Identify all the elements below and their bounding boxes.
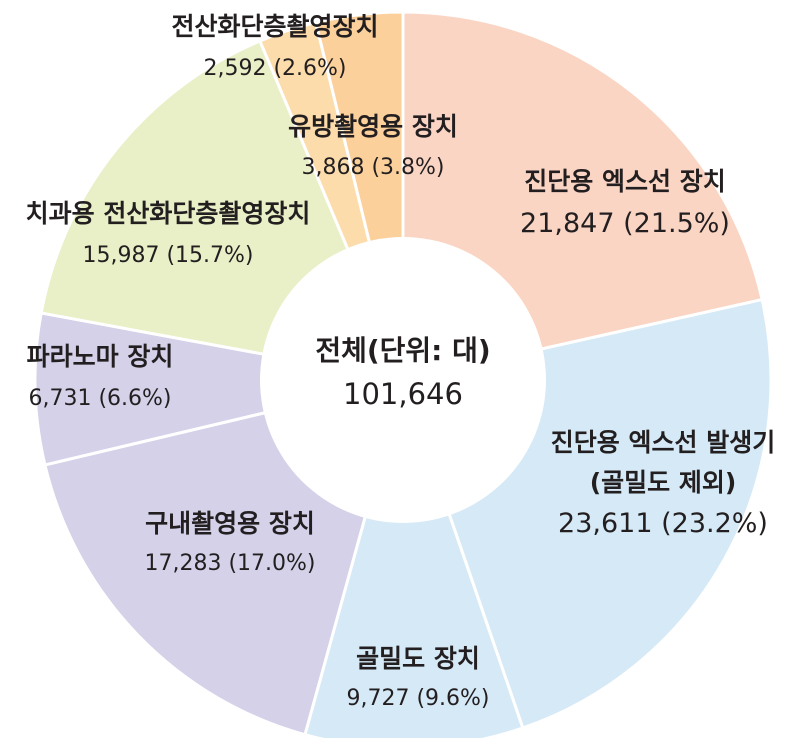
slice-panorama (33, 311, 404, 467)
slice-value-dental-ct: 15,987 (15.7%) (82, 243, 253, 268)
slice-bone-density (303, 374, 525, 738)
slice-label-xray-generator-note: (골밀도 제외) (590, 468, 737, 497)
slice-value-panorama: 6,731 (6.6%) (28, 386, 171, 411)
slice-value-bone-density: 9,727 (9.6%) (346, 686, 489, 711)
slice-value-ct: 2,592 (2.6%) (203, 56, 346, 81)
slice-value-xray-device: 21,847 (21.5%) (520, 208, 730, 239)
slice-value-intraoral: 17,283 (17.0%) (144, 551, 315, 576)
slice-label-intraoral: 구내촬영용 장치 (145, 509, 315, 538)
donut-hole (260, 237, 546, 523)
slice-label-mammography: 유방촬영용 장치 (288, 112, 458, 141)
slice-value-xray-generator: 23,611 (23.2%) (558, 508, 768, 539)
slice-label-bone-density: 골밀도 장치 (356, 644, 480, 673)
center-total-value: 101,646 (343, 377, 463, 411)
slice-label-xray-device: 진단용 엑스선 장치 (524, 167, 725, 196)
slice-label-dental-ct: 치과용 전산화단층촬영장치 (26, 199, 311, 228)
slice-label-ct: 전산화단층촬영장치 (171, 12, 378, 41)
slice-value-mammography: 3,868 (3.8%) (301, 155, 444, 180)
slice-label-xray-generator: 진단용 엑스선 발생기 (551, 428, 775, 457)
center-total-label: 전체(단위: 대) (315, 334, 490, 367)
slice-label-panorama: 파라노마 장치 (27, 342, 174, 371)
